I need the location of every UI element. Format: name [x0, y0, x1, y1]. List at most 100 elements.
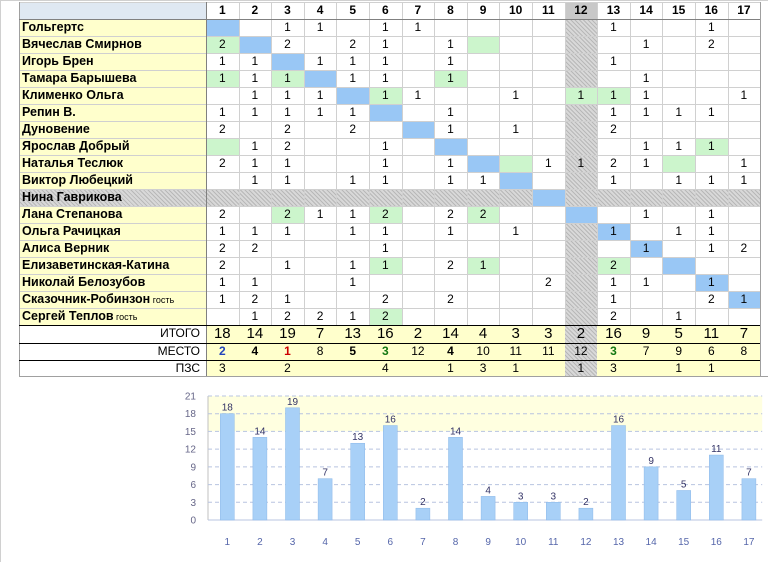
score-cell[interactable] — [467, 291, 500, 308]
score-cell[interactable]: 1 — [597, 223, 630, 240]
score-cell[interactable] — [304, 223, 337, 240]
score-cell[interactable]: 1 — [642, 139, 650, 153]
score-cell[interactable]: 1 — [610, 105, 617, 119]
score-cell[interactable]: 1 — [610, 275, 617, 289]
score-cell[interactable]: 1 — [349, 224, 357, 238]
score-cell[interactable]: 1 — [544, 156, 552, 170]
score-cell[interactable] — [564, 172, 598, 189]
score-cell[interactable] — [662, 257, 695, 274]
score-cell[interactable] — [499, 189, 532, 206]
score-cell[interactable] — [467, 308, 500, 325]
score-cell[interactable]: 2 — [218, 156, 226, 170]
score-cell[interactable]: 1 — [251, 54, 259, 68]
player-name[interactable]: Сергей Теплов гость — [19, 308, 206, 325]
score-cell[interactable]: 1 — [349, 54, 357, 68]
score-cell[interactable] — [402, 36, 435, 53]
score-cell[interactable]: 1 — [675, 173, 683, 187]
score-cell[interactable]: 1 — [251, 71, 259, 85]
score-cell[interactable] — [467, 19, 500, 36]
score-cell[interactable] — [564, 206, 598, 223]
score-cell[interactable]: 2 — [284, 37, 291, 51]
score-cell[interactable]: 1 — [740, 88, 748, 102]
score-cell[interactable]: 1 — [597, 87, 630, 104]
score-cell[interactable]: 1 — [218, 224, 226, 238]
column-header-12[interactable]: 12 — [564, 2, 598, 19]
score-cell[interactable] — [532, 291, 565, 308]
score-cell[interactable]: 2 — [369, 308, 402, 325]
score-cell[interactable] — [532, 206, 565, 223]
score-cell[interactable]: 1 — [381, 156, 389, 170]
score-cell[interactable] — [695, 70, 728, 87]
score-cell[interactable]: 2 — [740, 241, 748, 255]
score-cell[interactable]: 1 — [479, 173, 487, 187]
score-cell[interactable] — [564, 121, 598, 138]
score-cell[interactable] — [206, 308, 239, 325]
player-name[interactable]: Тамара Барышева — [19, 70, 206, 87]
player-name[interactable]: Сказочник-Робинзон гость — [19, 291, 206, 308]
score-cell[interactable] — [662, 53, 695, 70]
score-cell[interactable] — [303, 189, 337, 206]
column-header-4[interactable]: 4 — [316, 3, 324, 17]
score-cell[interactable] — [499, 274, 532, 291]
score-cell[interactable] — [695, 87, 728, 104]
column-header-9[interactable]: 9 — [479, 3, 487, 17]
score-cell[interactable] — [630, 257, 663, 274]
column-header-10[interactable]: 10 — [509, 3, 523, 17]
score-cell[interactable]: 1 — [284, 20, 291, 34]
player-name[interactable]: Ольга Рачицкая — [19, 223, 206, 240]
score-cell[interactable]: 1 — [610, 292, 617, 306]
score-cell[interactable] — [662, 155, 695, 172]
score-cell[interactable] — [467, 274, 500, 291]
score-cell[interactable] — [728, 70, 761, 87]
score-cell[interactable] — [303, 70, 337, 87]
score-cell[interactable] — [434, 19, 467, 36]
score-cell[interactable]: 1 — [381, 71, 389, 85]
score-cell[interactable]: 1 — [707, 224, 715, 238]
score-cell[interactable]: 1 — [349, 275, 357, 289]
score-cell[interactable] — [271, 240, 304, 257]
score-cell[interactable]: 2 — [349, 37, 357, 51]
score-cell[interactable] — [532, 36, 565, 53]
score-cell[interactable]: 1 — [675, 224, 683, 238]
score-cell[interactable]: 1 — [707, 173, 715, 187]
score-cell[interactable] — [434, 87, 467, 104]
score-cell[interactable] — [499, 240, 532, 257]
score-cell[interactable] — [467, 70, 500, 87]
score-cell[interactable]: 1 — [414, 20, 422, 34]
score-cell[interactable] — [336, 291, 369, 308]
score-cell[interactable] — [564, 274, 598, 291]
score-cell[interactable] — [597, 138, 630, 155]
score-cell[interactable] — [728, 53, 761, 70]
score-cell[interactable]: 1 — [610, 173, 617, 187]
score-cell[interactable]: 1 — [642, 207, 650, 221]
score-cell[interactable] — [630, 19, 663, 36]
score-cell[interactable]: 1 — [316, 54, 324, 68]
score-cell[interactable]: 2 — [610, 156, 617, 170]
score-cell[interactable]: 1 — [727, 291, 761, 308]
score-cell[interactable]: 1 — [695, 138, 728, 155]
score-cell[interactable] — [402, 70, 435, 87]
column-header-11[interactable]: 11 — [541, 3, 555, 17]
score-cell[interactable] — [467, 223, 500, 240]
score-cell[interactable] — [304, 240, 337, 257]
score-cell[interactable] — [304, 155, 337, 172]
score-cell[interactable] — [532, 223, 565, 240]
score-cell[interactable]: 1 — [316, 20, 324, 34]
score-cell[interactable]: 2 — [544, 275, 552, 289]
score-cell[interactable] — [630, 291, 663, 308]
score-cell[interactable]: 1 — [642, 275, 650, 289]
score-cell[interactable] — [695, 308, 728, 325]
score-cell[interactable] — [206, 189, 239, 206]
score-cell[interactable] — [728, 121, 761, 138]
player-name[interactable]: Клименко Ольга — [19, 87, 206, 104]
column-header-6[interactable]: 6 — [381, 3, 389, 17]
score-cell[interactable] — [662, 240, 695, 257]
score-cell[interactable] — [206, 87, 239, 104]
score-cell[interactable]: 1 — [349, 71, 357, 85]
score-cell[interactable] — [369, 121, 402, 138]
score-cell[interactable]: 2 — [218, 207, 226, 221]
column-header-17[interactable]: 17 — [737, 3, 751, 17]
column-header-16[interactable]: 16 — [704, 3, 718, 17]
score-cell[interactable] — [662, 19, 695, 36]
score-cell[interactable]: 1 — [271, 70, 304, 87]
